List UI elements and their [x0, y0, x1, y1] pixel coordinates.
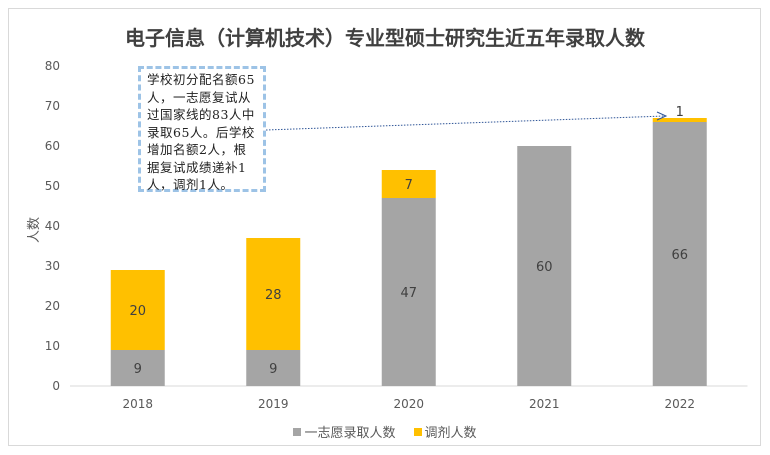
data-label: 66	[671, 248, 688, 263]
data-label: 1	[676, 105, 684, 120]
data-label: 20	[129, 304, 146, 319]
data-label: 9	[134, 362, 142, 377]
x-tick-label: 2019	[258, 397, 289, 411]
y-tick-label: 0	[52, 379, 60, 393]
bar-tiaoji	[652, 118, 707, 122]
bar-yizhiyuan	[381, 198, 436, 386]
data-label: 9	[269, 362, 277, 377]
bar-tiaoji	[110, 270, 165, 350]
bar-yizhiyuan	[110, 350, 165, 386]
data-label: 60	[536, 260, 553, 275]
data-label: 7	[405, 178, 413, 193]
legend-item: 一志愿录取人数	[293, 422, 396, 441]
legend-item: 调剂人数	[413, 422, 477, 441]
bar-tiaoji	[246, 238, 301, 350]
y-tick-label: 70	[45, 99, 60, 113]
x-tick-label: 2021	[529, 397, 560, 411]
x-tick-label: 2022	[664, 397, 695, 411]
data-label: 47	[400, 286, 417, 301]
y-tick-label: 60	[45, 139, 60, 153]
x-tick-label: 2018	[122, 397, 153, 411]
annotation-box: 学校初分配名额65人，一志愿复试从过国家线的83人中录取65人。后学校增加名额2…	[138, 66, 266, 192]
bar-tiaoji	[381, 170, 436, 198]
legend: 一志愿录取人数 调剂人数	[0, 422, 770, 441]
y-tick-label: 50	[45, 179, 60, 193]
annotation-arrow	[265, 115, 666, 131]
legend-swatch-icon	[413, 427, 422, 436]
bar-yizhiyuan	[246, 350, 301, 386]
legend-label: 一志愿录取人数	[304, 426, 396, 441]
legend-swatch-icon	[293, 427, 302, 436]
chart-title: 电子信息（计算机技术）专业型硕士研究生近五年录取人数	[125, 26, 645, 50]
y-axis-label: 人数	[27, 217, 42, 243]
x-tick-label: 2020	[393, 397, 424, 411]
legend-label: 调剂人数	[424, 426, 477, 441]
data-label: 28	[265, 288, 282, 303]
y-tick-label: 10	[45, 339, 60, 353]
arrow-head-icon	[656, 111, 668, 121]
bar-yizhiyuan	[517, 146, 572, 386]
bar-yizhiyuan	[652, 122, 707, 386]
y-tick-label: 30	[45, 259, 60, 273]
y-tick-label: 80	[45, 59, 60, 73]
y-tick-label: 40	[45, 219, 60, 233]
y-tick-label: 20	[45, 299, 60, 313]
chart-frame	[8, 8, 761, 446]
